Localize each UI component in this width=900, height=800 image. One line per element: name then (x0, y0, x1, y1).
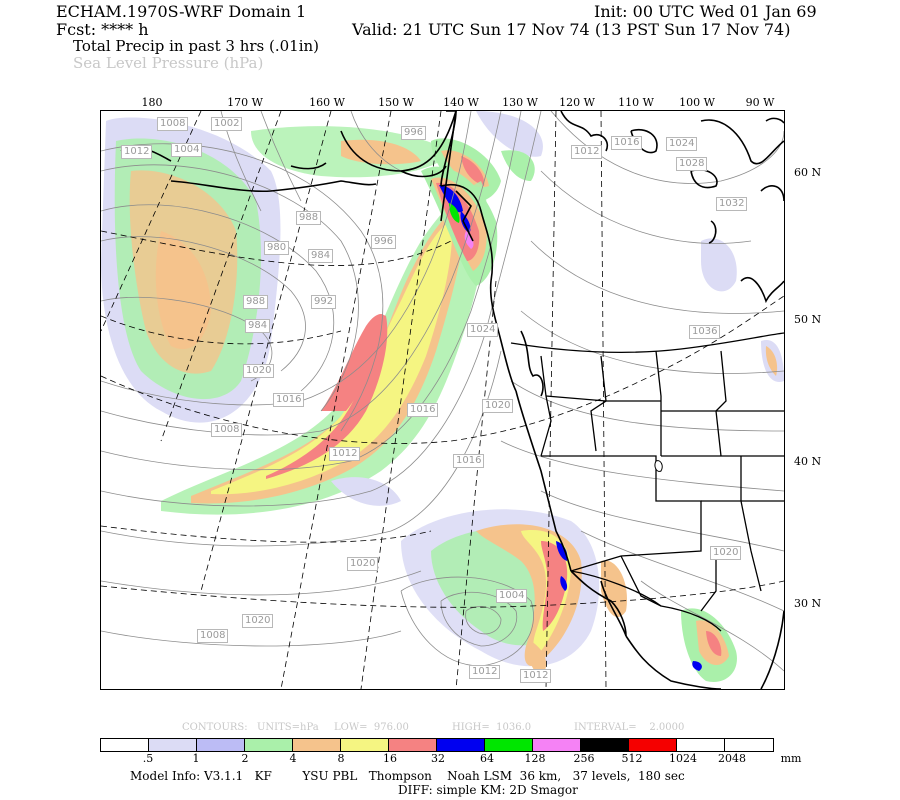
lon-label: 100 W (679, 96, 715, 109)
pressure-label: 1004 (171, 143, 203, 157)
map-canvas (101, 111, 784, 689)
legend-swatch (485, 739, 533, 751)
contour-high: HIGH= 1036.0 (452, 722, 532, 733)
legend-swatch (389, 739, 437, 751)
pressure-label: 1012 (121, 145, 153, 159)
lon-label: 110 W (618, 96, 654, 109)
pressure-label: 984 (308, 249, 334, 263)
contour-low: LOW= 976.00 (334, 722, 409, 733)
valid-time: Valid: 21 UTC Sun 17 Nov 74 (13 PST Sun … (352, 20, 791, 39)
lon-label: 130 W (502, 96, 538, 109)
pressure-label: 980 (264, 241, 290, 255)
pressure-label: 1008 (197, 629, 229, 643)
field-slp-title: Sea Level Pressure (hPa) (73, 54, 264, 72)
legend-label: 256 (573, 752, 595, 765)
legend-swatch (341, 739, 389, 751)
model-title: ECHAM.1970S-WRF Domain 1 (56, 2, 307, 21)
pressure-label: 1020 (482, 399, 514, 413)
lat-label: 30 N (794, 597, 822, 610)
lon-label: 170 W (227, 96, 263, 109)
legend-unit: mm (780, 752, 802, 765)
pressure-label: 1016 (273, 393, 305, 407)
lon-label: 120 W (559, 96, 595, 109)
precip-alaska (251, 126, 501, 202)
lon-label: 180 (141, 96, 163, 109)
contour-label: CONTOURS: (182, 722, 248, 733)
lake-shape (654, 460, 663, 472)
legend-label: 128 (524, 752, 546, 765)
pressure-label: 1012 (571, 145, 603, 159)
precip-color-legend (100, 738, 774, 752)
political-borders (510, 332, 784, 632)
pressure-label: 1024 (666, 137, 698, 151)
lon-label: 140 W (443, 96, 479, 109)
pressure-label: 1024 (467, 323, 499, 337)
pressure-label: 1008 (157, 117, 189, 131)
legend-swatch (629, 739, 677, 751)
pressure-label: 1008 (211, 423, 243, 437)
pressure-label: 1032 (716, 197, 748, 211)
pressure-label: 996 (401, 126, 427, 140)
pressure-label: 1020 (347, 557, 379, 571)
legend-swatch (533, 739, 581, 751)
pressure-label: 1020 (242, 614, 274, 628)
precip-southern-cyclone (401, 509, 600, 676)
legend-label: 1024 (669, 752, 697, 765)
legend-label: 4 (289, 752, 297, 765)
legend-label: 2 (241, 752, 249, 765)
pressure-label: 1016 (611, 136, 643, 150)
field-precip-title: Total Precip in past 3 hrs (.01in) (73, 37, 320, 55)
pressure-label: 1002 (211, 117, 243, 131)
init-time: Init: 00 UTC Wed 01 Jan 69 (594, 2, 817, 21)
pressure-label: 1020 (710, 546, 742, 560)
legend-swatch (149, 739, 197, 751)
legend-swatch (437, 739, 485, 751)
pressure-label: 1012 (520, 669, 552, 683)
legend-swatch (197, 739, 245, 751)
legend-swatch (677, 739, 725, 751)
legend-label: 8 (337, 752, 345, 765)
legend-swatch (725, 739, 773, 751)
forecast-hour: Fcst: **** h (56, 20, 149, 39)
legend-swatch (581, 739, 629, 751)
model-info: Model Info: V3.1.1 KF YSU PBL Thompson N… (130, 769, 685, 783)
pressure-label: 988 (243, 295, 269, 309)
pressure-label: 1012 (469, 665, 501, 679)
legend-label: 16 (383, 752, 397, 765)
legend-label: .5 (142, 752, 154, 765)
pressure-label: 1036 (689, 325, 721, 339)
lat-label: 40 N (794, 455, 822, 468)
legend-label: 512 (621, 752, 643, 765)
pressure-label: 992 (311, 295, 337, 309)
legend-swatch (293, 739, 341, 751)
lon-label: 90 W (745, 96, 775, 109)
precip-bc-coast (421, 166, 498, 286)
legend-swatch (101, 739, 149, 751)
legend-label: 1 (192, 752, 200, 765)
map-panel: 1008 1002 1004 1012 996 1012 1016 1024 1… (100, 110, 785, 690)
pressure-label: 1004 (496, 589, 528, 603)
pressure-label: 1020 (243, 364, 275, 378)
legend-swatch (245, 739, 293, 751)
diff-info: DIFF: simple KM: 2D Smagor (398, 783, 578, 797)
pressure-label: 984 (245, 319, 271, 333)
lat-label: 60 N (794, 166, 822, 179)
pressure-label: 996 (371, 235, 397, 249)
legend-label: 32 (431, 752, 445, 765)
pressure-label: 1012 (329, 447, 361, 461)
legend-label: 64 (480, 752, 494, 765)
pressure-label: 1016 (453, 454, 485, 468)
precip-scattered (331, 111, 784, 506)
precip-mexico (601, 560, 737, 682)
lon-label: 150 W (378, 96, 414, 109)
contour-interval: INTERVAL= 2.0000 (574, 722, 685, 733)
contour-units: UNITS=hPa (257, 722, 319, 733)
legend-label: 2048 (718, 752, 746, 765)
lon-label: 160 W (309, 96, 345, 109)
lat-label: 50 N (794, 313, 822, 326)
pressure-label: 1028 (676, 157, 708, 171)
precip-west-storm (101, 117, 281, 423)
pressure-label: 988 (296, 211, 322, 225)
pressure-label: 1016 (407, 403, 439, 417)
